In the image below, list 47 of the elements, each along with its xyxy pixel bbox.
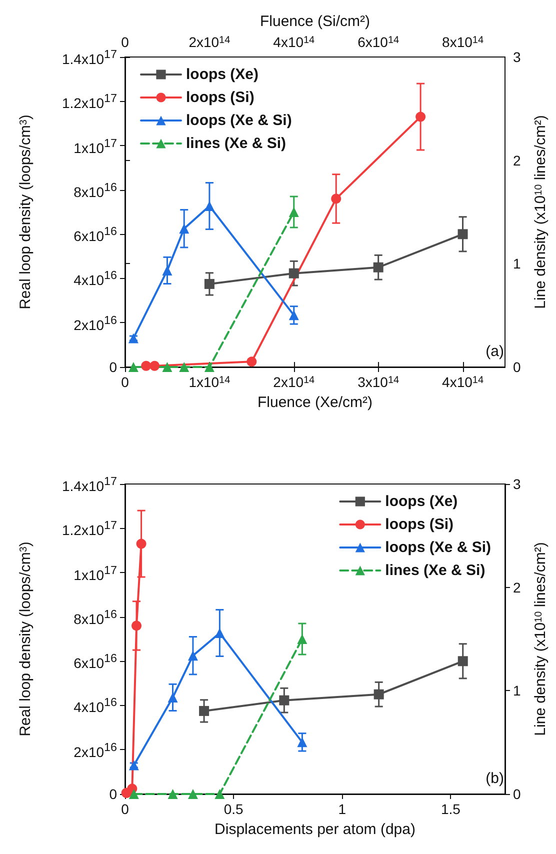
y2-axis-title: Line density (x1010 lines/cm²) [532, 115, 549, 309]
y2-tick-label: 0 [513, 359, 521, 375]
y2-tick-label: 2 [513, 152, 521, 168]
y2-axis-title: Line density (x1010 lines/cm²) [532, 542, 549, 736]
y-tick-label: 1.4x10$^{17}$ [62, 474, 117, 494]
legend-label: loops (Si) [385, 516, 454, 533]
legend-label: loops (Xe & Si) [385, 539, 492, 556]
y-tick-label: 2x10$^{16}$ [74, 312, 117, 333]
x-tick-label: 0 [121, 374, 130, 390]
y2-tick-label: 3 [513, 476, 521, 492]
y-tick-label: 6x10$^{16}$ [74, 224, 117, 244]
y-tick-label: 4x10$^{16}$ [74, 696, 117, 716]
x-tick-label: 0.5 [224, 801, 244, 817]
x-tick-label: 0 [121, 801, 130, 817]
annotation: (a) [486, 343, 504, 360]
y-tick-label: 1.2x10$^{17}$ [62, 518, 117, 538]
y-tick-label: 0 [109, 359, 117, 375]
legend-label: lines (Xe & Si) [385, 562, 486, 579]
x-axis-title: Fluence (Xe/cm²) [257, 394, 373, 411]
y-tick-label: 1x10$^{17}$ [74, 136, 117, 156]
x-tick-label: 1 [338, 801, 346, 817]
y-tick-label: 8x10$^{16}$ [74, 180, 117, 200]
annotation: (b) [486, 770, 504, 787]
y-tick-label: 1x10$^{17}$ [74, 562, 117, 582]
y-tick-label: 4x10$^{16}$ [74, 268, 117, 288]
x-tick-label: 1.5 [440, 801, 461, 817]
y-axis-title: Real loop density (loops/cm3) [17, 114, 34, 310]
legend-label: loops (Xe & Si) [186, 112, 292, 129]
y-tick-label: 1.2x10$^{17}$ [62, 91, 117, 112]
x2-axis-title: Fluence (Si/cm²) [260, 13, 370, 30]
y2-tick-label: 0 [513, 786, 521, 802]
x2-tick-label: 0 [121, 34, 130, 50]
y-tick-label: 0 [109, 786, 117, 802]
y-axis-title: Real loop density (loops/cm3) [17, 542, 34, 736]
y2-tick-label: 1 [513, 256, 521, 272]
legend-label: loops (Si) [186, 89, 254, 106]
legend-label: lines (Xe & Si) [186, 135, 286, 152]
y-tick-label: 1.4x10$^{17}$ [62, 47, 117, 67]
y-tick-label: 6x10$^{16}$ [74, 651, 117, 671]
x-axis-title: Displacements per atom (dpa) [214, 821, 416, 838]
y2-tick-label: 2 [513, 579, 521, 596]
legend-label: loops (Xe) [186, 66, 259, 83]
legend-label: loops (Xe) [385, 493, 458, 510]
y2-tick-label: 3 [513, 49, 521, 65]
y-tick-label: 2x10$^{16}$ [74, 740, 117, 760]
y2-tick-label: 1 [513, 682, 521, 699]
y-tick-label: 8x10$^{16}$ [74, 607, 117, 627]
